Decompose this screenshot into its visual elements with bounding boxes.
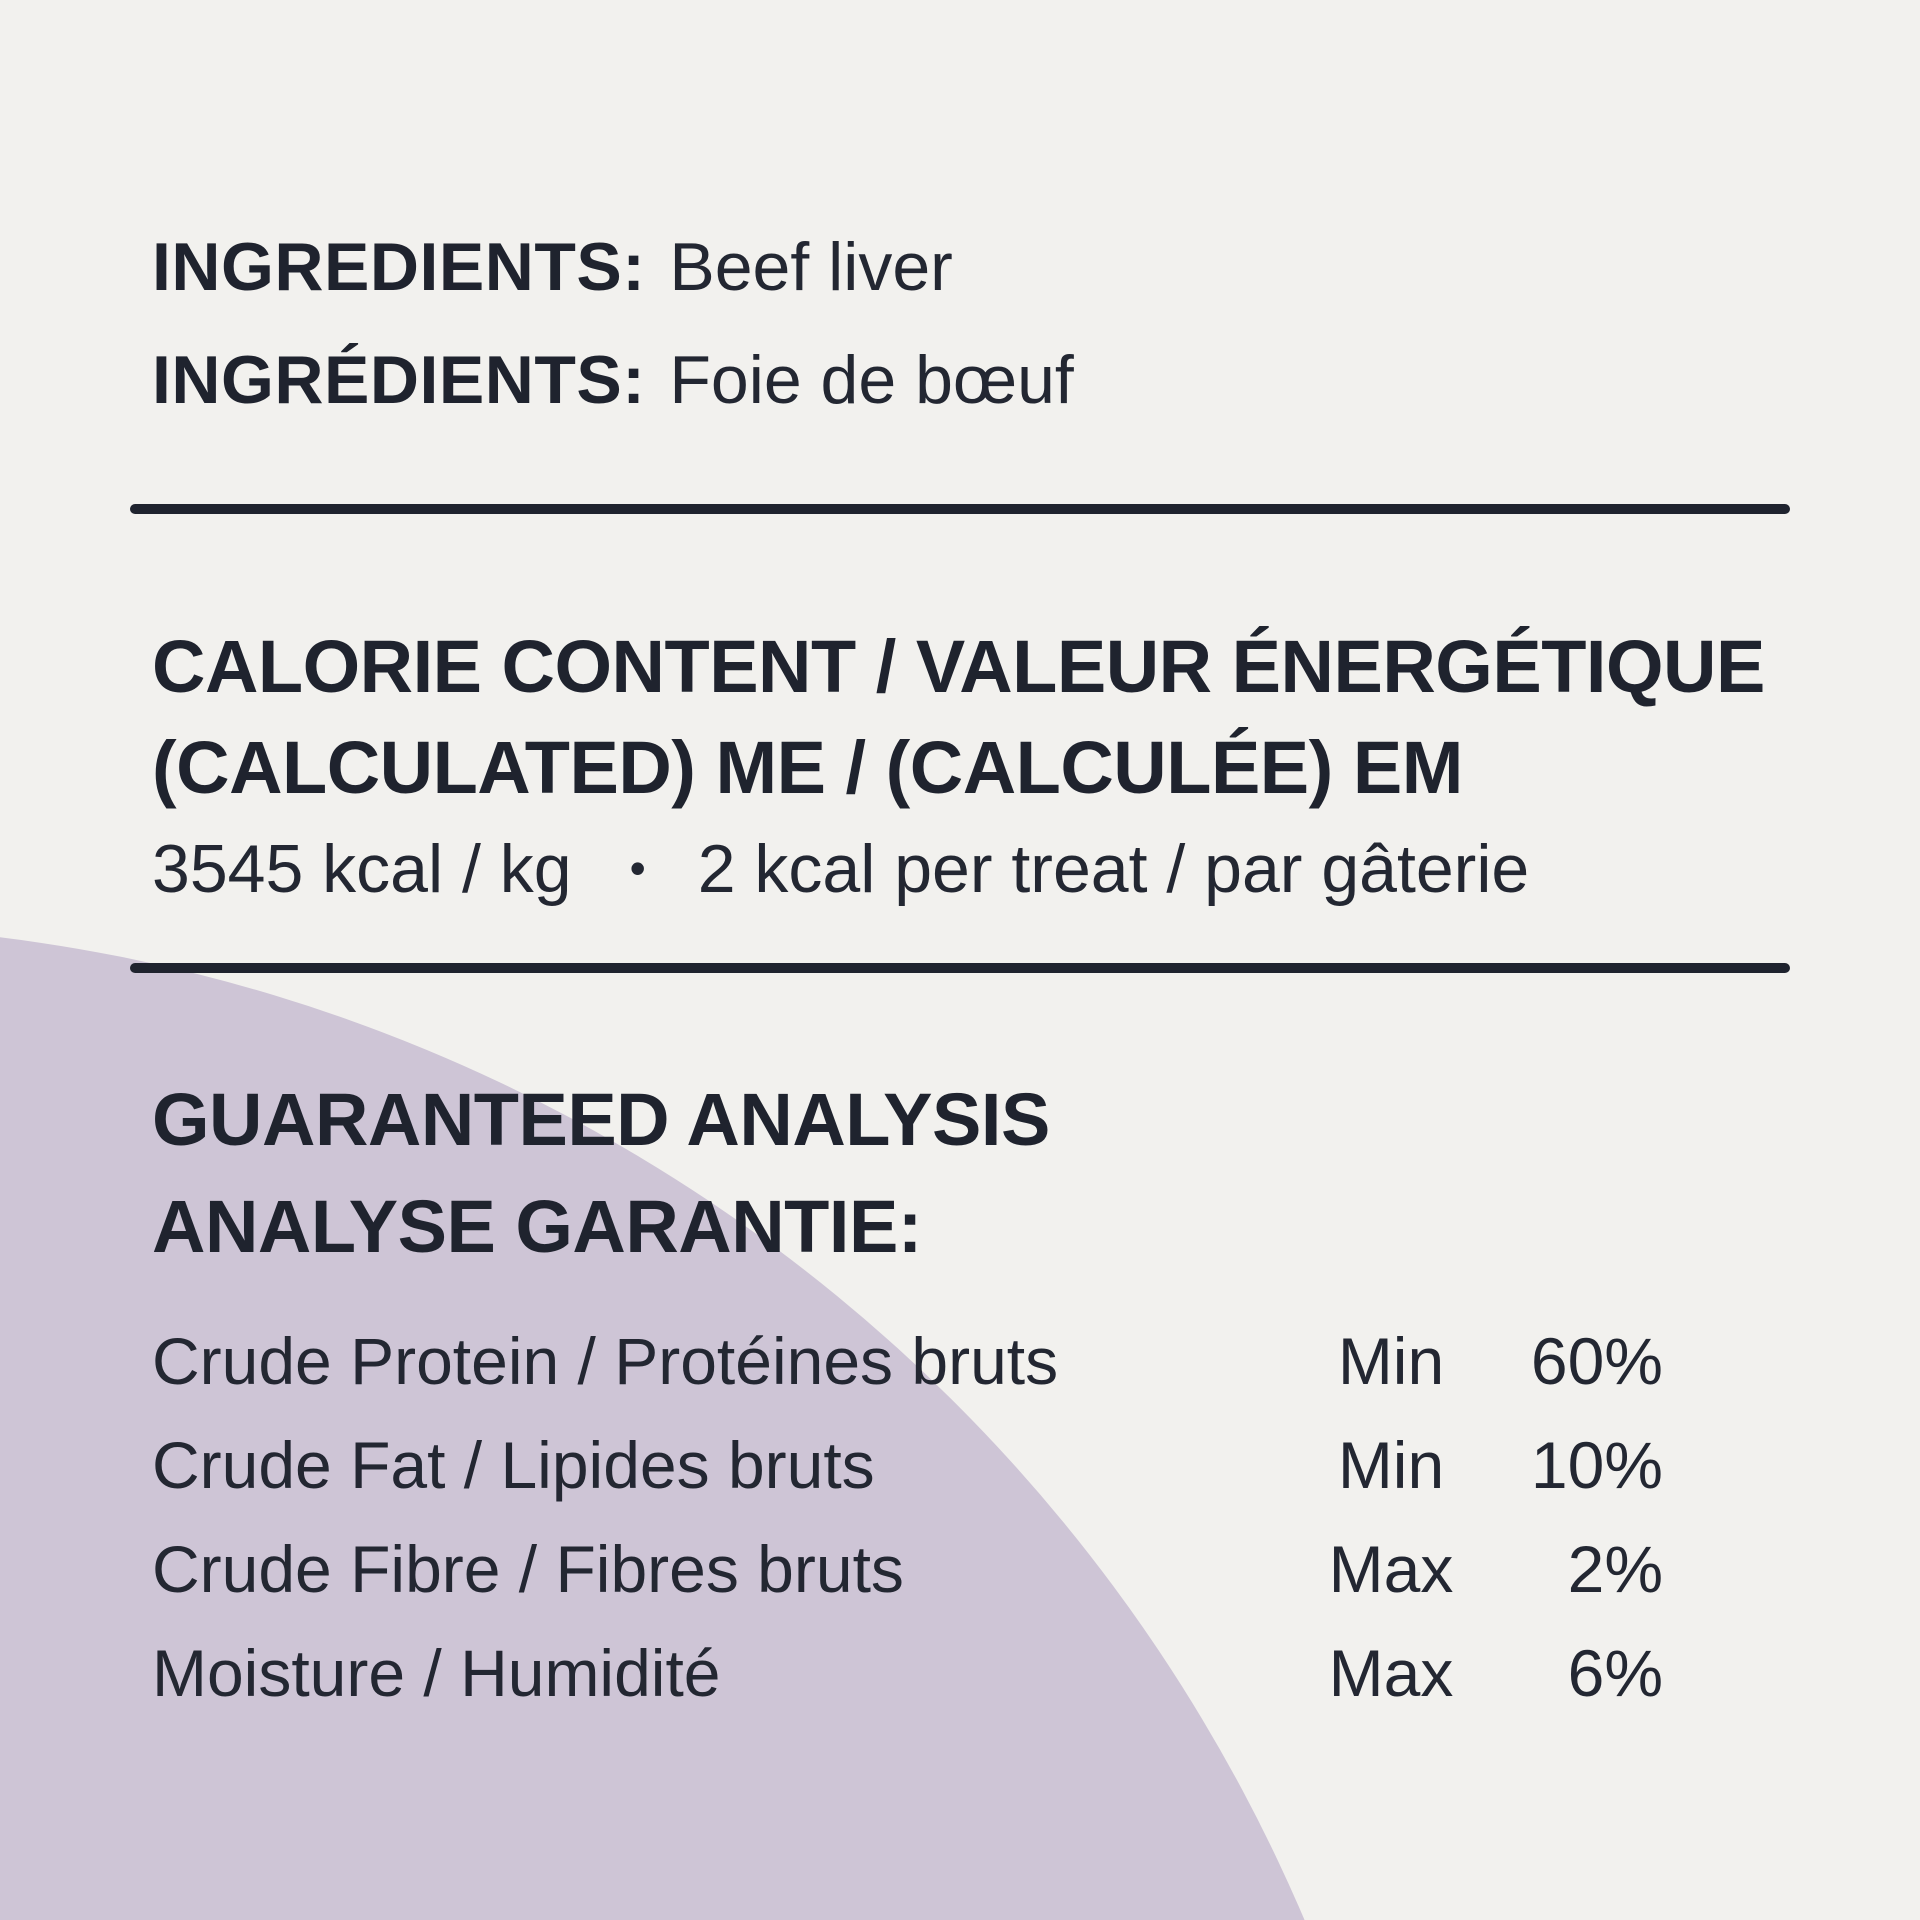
ingredients-line-fr: INGRÉDIENTS: Foie de bœuf [152, 346, 1074, 414]
section-divider-bottom [130, 963, 1790, 973]
analysis-row-crude-fibre: Crude Fibre / Fibres bruts Max 2% [152, 1536, 1663, 1616]
calorie-value-per-treat: 2 kcal per treat / par gâterie [697, 831, 1530, 907]
analysis-row-crude-fat: Crude Fat / Lipides bruts Min 10% [152, 1432, 1663, 1512]
ingredients-label-en: INGREDIENTS: [152, 229, 646, 305]
analysis-row-constraint: Max [1328, 1636, 1454, 1710]
ingredients-label-fr: INGRÉDIENTS: [152, 342, 646, 418]
bullet-separator-icon: • [629, 842, 646, 894]
calorie-heading-line1: CALORIE CONTENT / VALEUR ÉNERGÉTIQUE [152, 625, 1765, 708]
guaranteed-analysis-heading: GUARANTEED ANALYSIS ANALYSE GARANTIE: [152, 1066, 1050, 1280]
calorie-value-per-kg: 3545 kcal / kg [152, 831, 572, 907]
calorie-heading: CALORIE CONTENT / VALEUR ÉNERGÉTIQUE (CA… [152, 616, 1765, 818]
ingredients-value-en: Beef liver [669, 229, 953, 305]
calorie-values-line: 3545 kcal / kg • 2 kcal per treat / par gâ… [152, 834, 1529, 903]
analysis-row-label: Crude Protein / Protéines bruts [152, 1324, 1059, 1398]
ingredients-line-en: INGREDIENTS: Beef liver [152, 233, 953, 301]
analysis-row-value: 6% [1567, 1636, 1663, 1710]
calorie-heading-line2: (CALCULATED) ME / (CALCULÉE) EM [152, 726, 1463, 809]
analysis-row-value: 60% [1530, 1324, 1663, 1398]
analysis-row-constraint: Min [1337, 1428, 1445, 1502]
analysis-row-value: 2% [1567, 1532, 1663, 1606]
section-divider-top [130, 504, 1790, 514]
analysis-row-label: Moisture / Humidité [152, 1636, 721, 1710]
analysis-row-crude-protein: Crude Protein / Protéines bruts Min 60% [152, 1328, 1663, 1408]
analysis-row-moisture: Moisture / Humidité Max 6% [152, 1640, 1663, 1720]
analysis-row-constraint: Min [1337, 1324, 1445, 1398]
analysis-row-value: 10% [1530, 1428, 1663, 1502]
guaranteed-analysis-heading-fr: ANALYSE GARANTIE: [152, 1185, 922, 1268]
guaranteed-analysis-heading-en: GUARANTEED ANALYSIS [152, 1078, 1050, 1161]
analysis-row-label: Crude Fat / Lipides bruts [152, 1428, 875, 1502]
ingredients-value-fr: Foie de bœuf [669, 342, 1074, 418]
analysis-row-label: Crude Fibre / Fibres bruts [152, 1532, 904, 1606]
analysis-row-constraint: Max [1328, 1532, 1454, 1606]
